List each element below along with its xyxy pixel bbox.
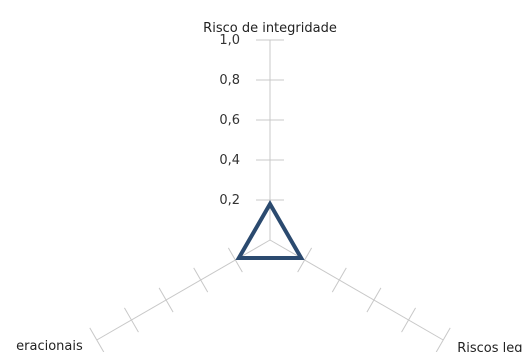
radar-category-labels: Risco de integridade Riscos leg eracionais <box>16 21 522 352</box>
tick-label-3: 0,8 <box>219 73 240 88</box>
category-label-0: Risco de integridade <box>203 21 337 36</box>
axis-spoke-2 <box>96 239 271 341</box>
series-polygon-0 <box>235 200 305 260</box>
tick-mark-1-3 <box>401 307 416 333</box>
tick-mark-1-1 <box>331 267 347 293</box>
radar-series <box>235 200 305 260</box>
radar-tick-labels: 0,2 0,4 0,6 0,8 1,0 <box>219 33 240 208</box>
tick-label-2: 0,6 <box>219 113 240 128</box>
axis-spoke-1 <box>269 239 444 341</box>
tick-mark-1-2 <box>366 287 382 313</box>
category-label-2: eracionais <box>16 339 83 352</box>
category-label-1: Riscos leg <box>457 341 522 352</box>
tick-mark-2-1 <box>193 267 209 293</box>
tick-mark-2-3 <box>124 307 139 333</box>
tick-label-0: 0,2 <box>219 193 240 208</box>
radar-tick-marks <box>89 39 451 352</box>
tick-label-1: 0,4 <box>219 153 240 168</box>
radar-axes <box>96 40 444 341</box>
tick-label-4: 1,0 <box>219 33 240 48</box>
tick-mark-2-4 <box>89 327 105 352</box>
tick-mark-2-2 <box>158 287 174 313</box>
tick-mark-1-4 <box>435 327 451 352</box>
